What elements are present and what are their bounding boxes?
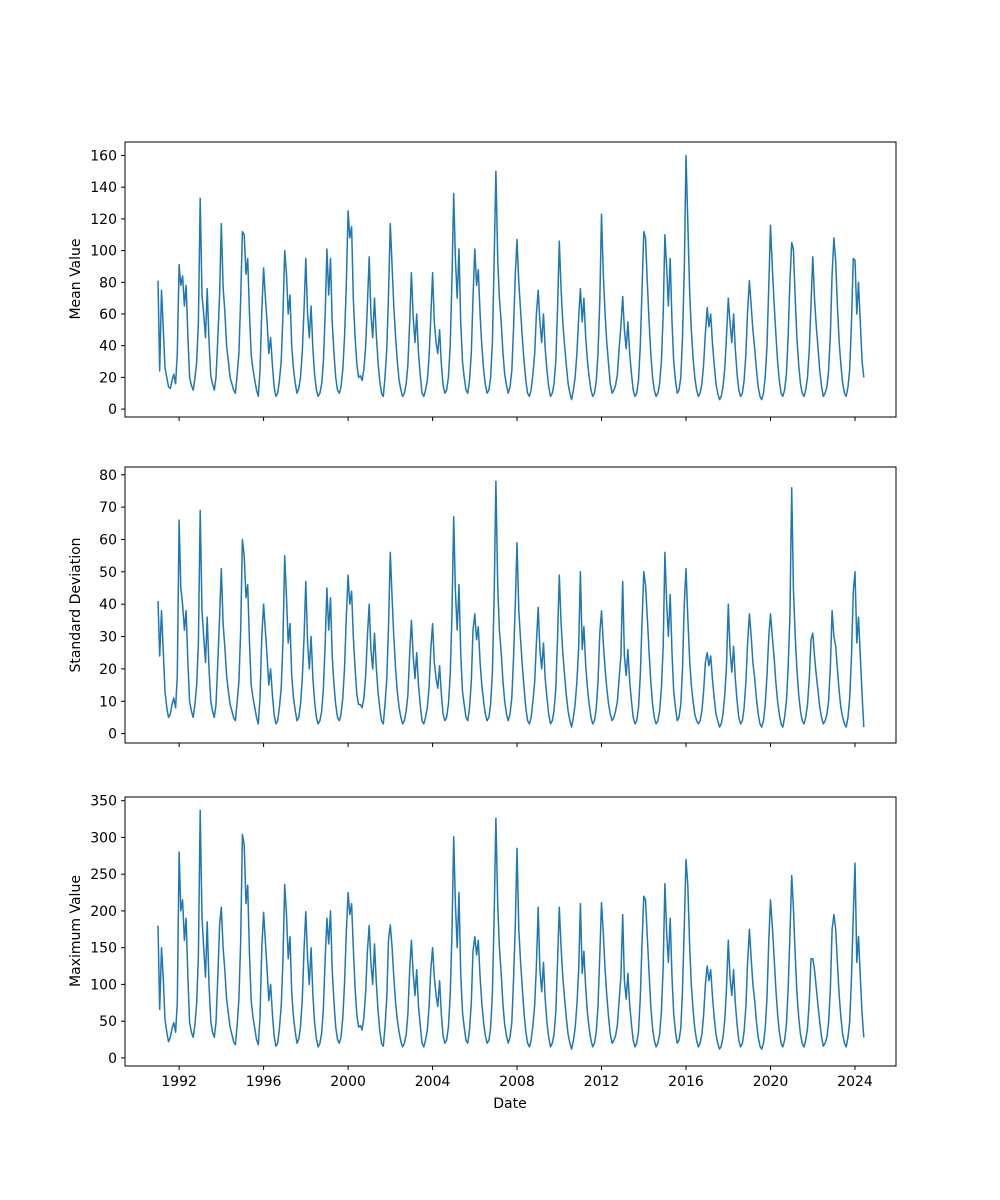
y-tick-label: 0	[108, 402, 117, 418]
y-tick-label: 200	[90, 904, 117, 920]
y-tick-label: 160	[90, 149, 117, 165]
subplot-mean-value: 0 20 40 60 80 100 120 140 160	[90, 141, 897, 421]
x-tick-label: 2012	[584, 1074, 620, 1090]
mean-value-series-line	[157, 154, 865, 401]
y-tick-label: 0	[108, 1051, 117, 1067]
axes-spines	[124, 466, 897, 744]
y-tick-label: 10	[99, 694, 117, 710]
y-tick-label: 30	[99, 630, 117, 646]
x-tick-label: 2016	[668, 1074, 704, 1090]
x-tick-label: 2024	[837, 1074, 873, 1090]
y-tick-label: 60	[99, 533, 117, 549]
y-axis-label-maximum-value: Maximum Value	[68, 875, 84, 987]
y-axis-label-mean-value: Mean Value	[68, 238, 84, 320]
x-axis-label-date: Date	[493, 1096, 527, 1112]
y-tick-label: 60	[99, 307, 117, 323]
x-tick-label: 2008	[499, 1074, 535, 1090]
y-tick-label: 80	[99, 468, 117, 484]
y-tick-label: 20	[99, 662, 117, 678]
subplot-standard-deviation: 0 10 20 30 40 50 60 70 80	[99, 466, 897, 747]
y-tick-label: 150	[90, 941, 117, 957]
y-tick-label: 50	[99, 1014, 117, 1030]
y-tick-label: 70	[99, 500, 117, 516]
y-tick-label: 140	[90, 180, 117, 196]
maximum-value-series-line	[157, 809, 865, 1050]
axes-spines	[124, 141, 897, 418]
standard-deviation-series-line	[157, 480, 865, 728]
axes-spines	[124, 796, 897, 1067]
y-tick-label: 80	[99, 275, 117, 291]
y-tick-label: 350	[90, 794, 117, 810]
y-tick-label: 100	[90, 977, 117, 993]
y-tick-label: 40	[99, 597, 117, 613]
x-tick-label: 2020	[753, 1074, 789, 1090]
y-tick-label: 20	[99, 370, 117, 386]
y-tick-label: 40	[99, 339, 117, 355]
x-tick-label: 1996	[246, 1074, 282, 1090]
y-tick-label: 50	[99, 565, 117, 581]
y-tick-label: 250	[90, 867, 117, 883]
subplot-maximum-value: 0 50 100 150 200 250 300 350 1992 1996 2000 2004 200…	[90, 794, 897, 1090]
y-tick-label: 0	[108, 727, 117, 743]
y-axis-label-standard-deviation: Standard Deviation	[68, 537, 84, 673]
x-tick-label: 1992	[161, 1074, 197, 1090]
x-tick-label: 2004	[415, 1074, 451, 1090]
y-tick-label: 100	[90, 244, 117, 260]
y-tick-label: 300	[90, 830, 117, 846]
x-tick-label: 2000	[330, 1074, 366, 1090]
y-tick-label: 120	[90, 212, 117, 228]
